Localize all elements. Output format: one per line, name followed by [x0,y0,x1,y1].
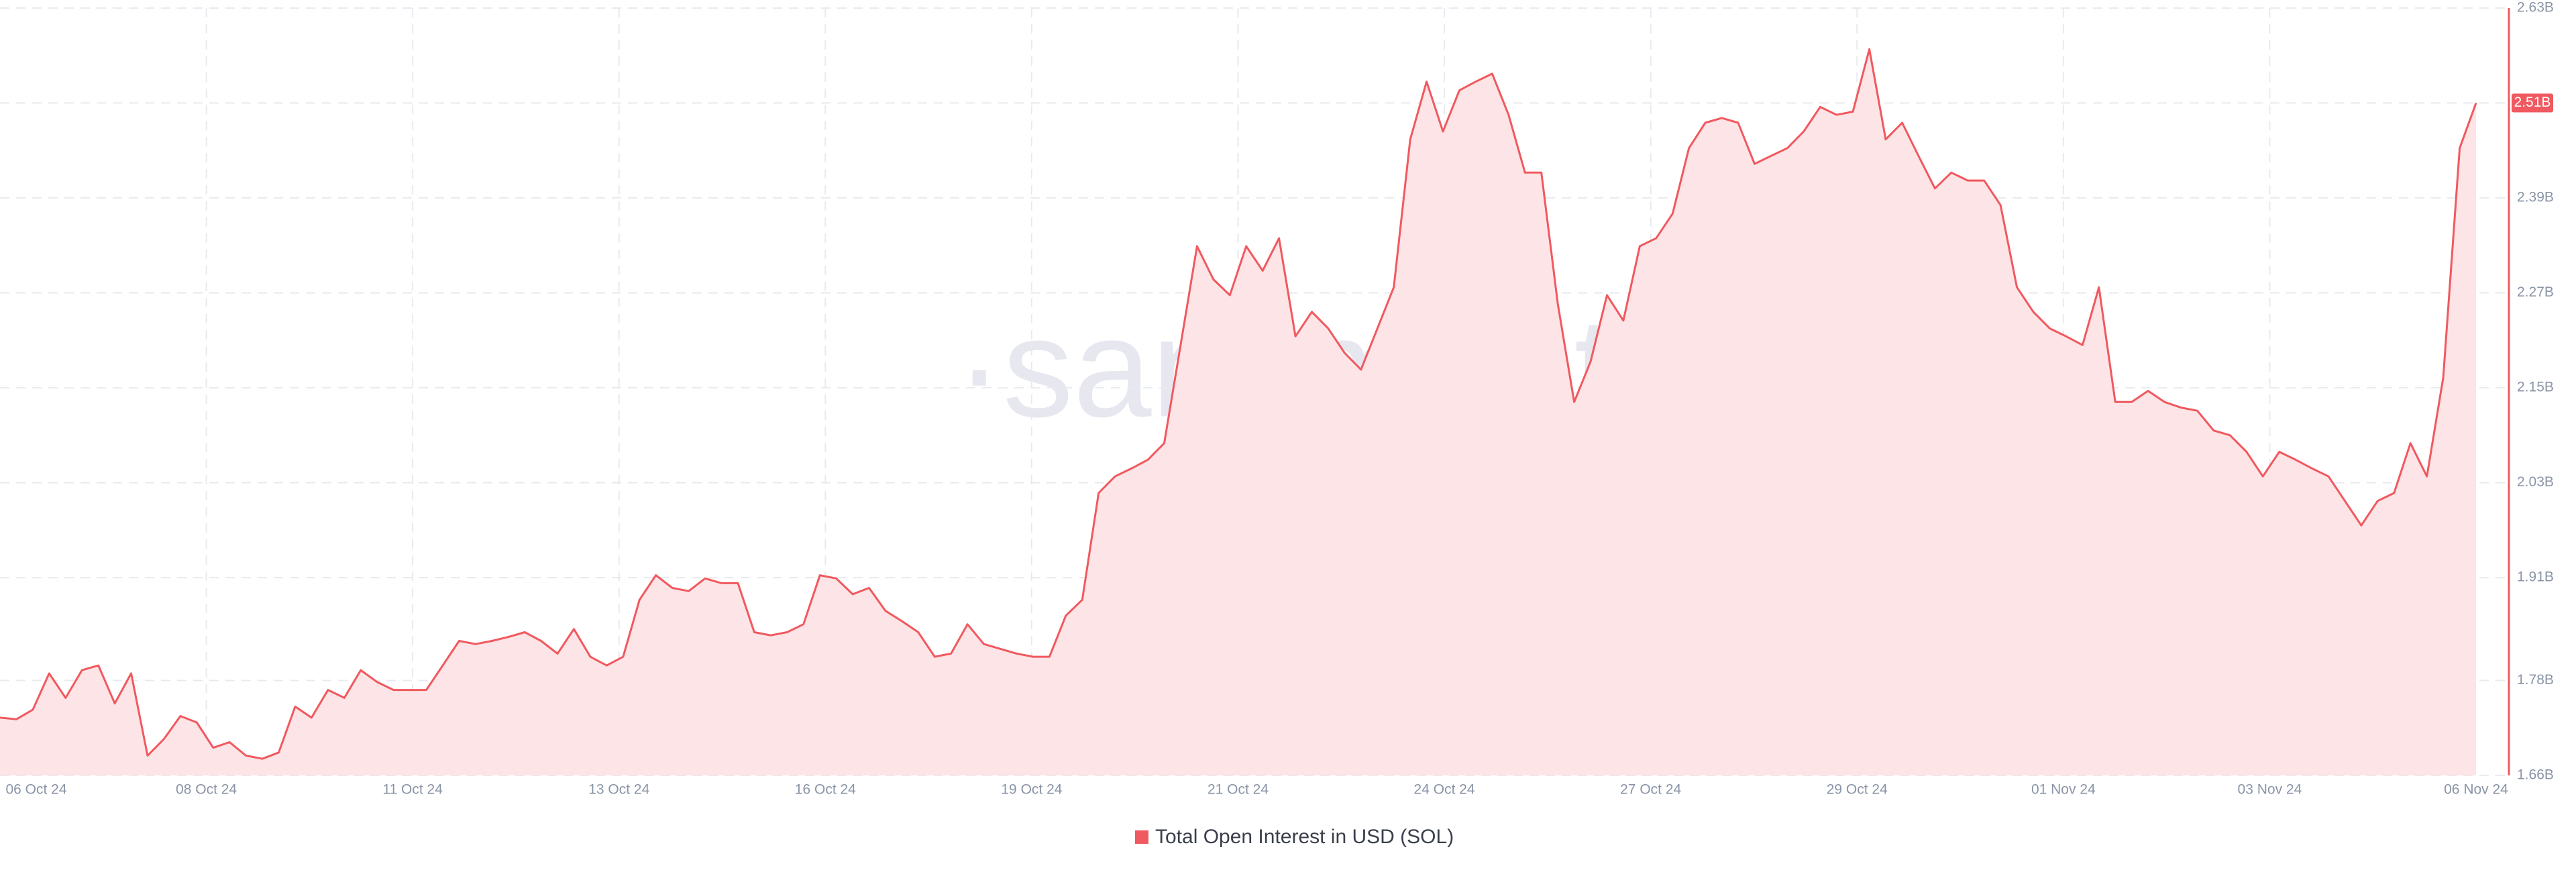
x-tick-label: 27 Oct 24 [1620,782,1681,798]
x-tick-label: 06 Oct 24 [5,782,66,798]
current-value-badge [2512,93,2553,113]
x-tick-label: 21 Oct 24 [1208,782,1269,798]
y-tick-label: 2.15B [2517,380,2554,395]
y-tick-label: 2.03B [2517,474,2554,490]
x-tick-label: 01 Nov 24 [2031,782,2096,798]
x-tick-label: 13 Oct 24 [588,782,649,798]
x-tick-label: 06 Nov 24 [2444,782,2508,798]
y-tick-label: 2.39B [2517,190,2554,205]
legend-swatch [1135,830,1148,844]
legend: Total Open Interest in USD (SOL) [1135,826,1454,848]
y-tick-label: 2.27B [2517,284,2554,300]
x-tick-label: 11 Oct 24 [382,782,443,798]
x-tick-label: 19 Oct 24 [1001,782,1062,798]
y-tick-label: 1.78B [2517,672,2554,688]
x-tick-label: 03 Nov 24 [2238,782,2302,798]
x-tick-label: 16 Oct 24 [795,782,856,798]
x-tick-label: 24 Oct 24 [1414,782,1475,798]
legend-label: Total Open Interest in USD (SOL) [1155,826,1454,848]
x-tick-label: 29 Oct 24 [1827,782,1888,798]
line [0,48,2477,760]
x-tick-label: 08 Oct 24 [176,782,237,798]
y-tick-label: 1.91B [2517,569,2554,585]
y-tick-label: 1.66B [2517,767,2554,783]
y-tick-label: 2.63B [2517,0,2554,15]
area [0,49,2476,775]
y-tick-label: 2.51B [2514,95,2551,110]
